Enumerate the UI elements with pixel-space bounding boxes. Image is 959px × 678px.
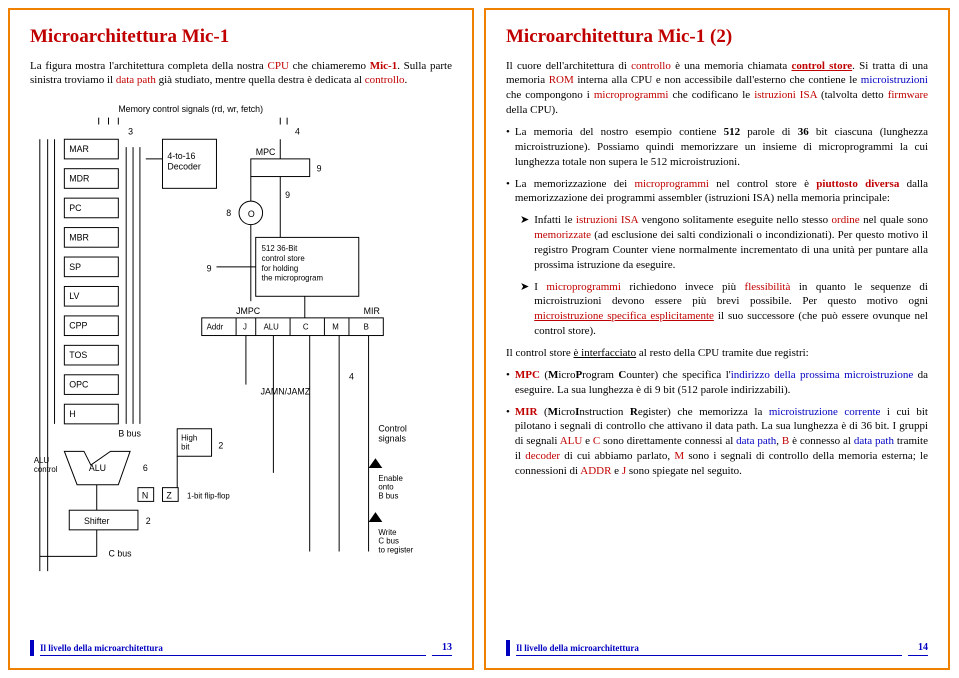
text: La figura mostra l'architettura completa… bbox=[30, 60, 268, 72]
svg-text:C: C bbox=[303, 323, 309, 332]
label-alu: ALU bbox=[89, 463, 106, 473]
bullet-mir: • MIR (MicroInstruction Register) che me… bbox=[506, 405, 928, 479]
num-9a: 9 bbox=[317, 164, 322, 174]
label-enable: EnableontoB bus bbox=[378, 474, 403, 501]
keyword-mic1: Mic-1 bbox=[370, 60, 397, 72]
register-stack: MAR MDR PC MBR SP LV CPP TOS OPC H bbox=[64, 140, 118, 425]
page-title: Microarchitettura Mic-1 (2) bbox=[506, 24, 928, 50]
svg-text:ALU: ALU bbox=[264, 323, 280, 332]
page-left: Microarchitettura Mic-1 La figura mostra… bbox=[8, 8, 474, 670]
text: che chiameremo bbox=[289, 60, 370, 72]
bullet-icon: • bbox=[506, 368, 510, 398]
page-footer: Il livello della microarchitettura 14 bbox=[506, 640, 928, 656]
label-flipflop: 1-bit flip-flop bbox=[187, 492, 230, 501]
text: . bbox=[405, 74, 408, 86]
svg-text:J: J bbox=[243, 323, 247, 332]
label-cbus: C bus bbox=[109, 549, 133, 559]
label-mir: MIR bbox=[364, 306, 380, 316]
svg-text:OPC: OPC bbox=[69, 380, 89, 390]
bullet-icon: • bbox=[506, 405, 510, 479]
label-memory-signals: Memory control signals (rd, wr, fetch) bbox=[118, 104, 263, 114]
num-2a: 2 bbox=[218, 441, 223, 451]
bullet-mpc: • MPC (MicroProgram Counter) che specifi… bbox=[506, 368, 928, 398]
bullet-icon: • bbox=[506, 125, 510, 170]
paragraph-1: Il cuore dell'architettura di controllo … bbox=[506, 59, 928, 118]
label-o: O bbox=[248, 209, 255, 219]
svg-text:TOS: TOS bbox=[69, 350, 87, 360]
page-right: Microarchitettura Mic-1 (2) Il cuore del… bbox=[484, 8, 950, 670]
num-2b: 2 bbox=[146, 516, 151, 526]
label-jmpc: JMPC bbox=[236, 306, 261, 316]
num-9c: 9 bbox=[207, 264, 212, 274]
sub-bullet-2: ➤ I microprogrammi richiedono invece più… bbox=[520, 280, 928, 339]
footer-bar-icon bbox=[506, 640, 510, 656]
svg-text:MBR: MBR bbox=[69, 233, 89, 243]
svg-text:CPP: CPP bbox=[69, 321, 87, 331]
svg-text:B: B bbox=[364, 323, 369, 332]
label-jamn: JAMN/JAMZ bbox=[261, 387, 311, 397]
page-number: 13 bbox=[432, 641, 452, 657]
label-z: Z bbox=[166, 491, 172, 501]
label-write: WriteC busto register bbox=[378, 528, 413, 555]
keyword-cpu: CPU bbox=[268, 60, 289, 72]
intro-paragraph: La figura mostra l'architettura completa… bbox=[30, 59, 452, 89]
sub-bullet-1: ➤ Infatti le istruzioni ISA vengono soli… bbox=[520, 213, 928, 272]
footer-bar-icon bbox=[30, 640, 34, 656]
keyword-datapath: data path bbox=[116, 74, 156, 86]
num-4: 4 bbox=[295, 127, 300, 137]
footer-label: Il livello della microarchitettura bbox=[40, 642, 426, 656]
architecture-diagram: .st { stroke:#000; stroke-width:1; fill:… bbox=[30, 100, 452, 632]
label-bbus: B bus bbox=[118, 429, 141, 439]
num-3: 3 bbox=[128, 127, 133, 137]
label-shifter: Shifter bbox=[84, 516, 110, 526]
svg-text:LV: LV bbox=[69, 292, 79, 302]
svg-text:Addr: Addr bbox=[207, 323, 224, 332]
svg-text:PC: PC bbox=[69, 203, 82, 213]
svg-text:MDR: MDR bbox=[69, 174, 89, 184]
paragraph-2: Il control store è interfacciato al rest… bbox=[506, 346, 928, 361]
num-8: 8 bbox=[226, 208, 231, 218]
arrow-icon: ➤ bbox=[520, 280, 529, 339]
svg-text:SP: SP bbox=[69, 262, 81, 272]
label-n: N bbox=[142, 491, 148, 501]
label-alu-ctrl: ALUcontrol bbox=[34, 456, 58, 474]
page-number: 14 bbox=[908, 641, 928, 657]
arrow-icon: ➤ bbox=[520, 213, 529, 272]
text: già studiato, mentre quella destra è ded… bbox=[156, 74, 365, 86]
bullet-2: • La memorizzazione dei microprogrammi n… bbox=[506, 177, 928, 207]
num-9b: 9 bbox=[285, 190, 290, 200]
label-mpc: MPC bbox=[256, 147, 276, 157]
page-title: Microarchitettura Mic-1 bbox=[30, 24, 452, 50]
svg-text:MAR: MAR bbox=[69, 144, 89, 154]
label-control-sig: Controlsignals bbox=[378, 424, 406, 444]
num-4b: 4 bbox=[349, 372, 354, 382]
bullet-icon: • bbox=[506, 177, 510, 207]
footer-label: Il livello della microarchitettura bbox=[516, 642, 902, 656]
svg-text:H: H bbox=[69, 409, 75, 419]
keyword-controllo: controllo bbox=[365, 74, 405, 86]
page-footer: Il livello della microarchitettura 13 bbox=[30, 640, 452, 656]
bullet-1: • La memoria del nostro esempio contiene… bbox=[506, 125, 928, 170]
svg-text:M: M bbox=[332, 323, 339, 332]
num-6: 6 bbox=[143, 463, 148, 473]
